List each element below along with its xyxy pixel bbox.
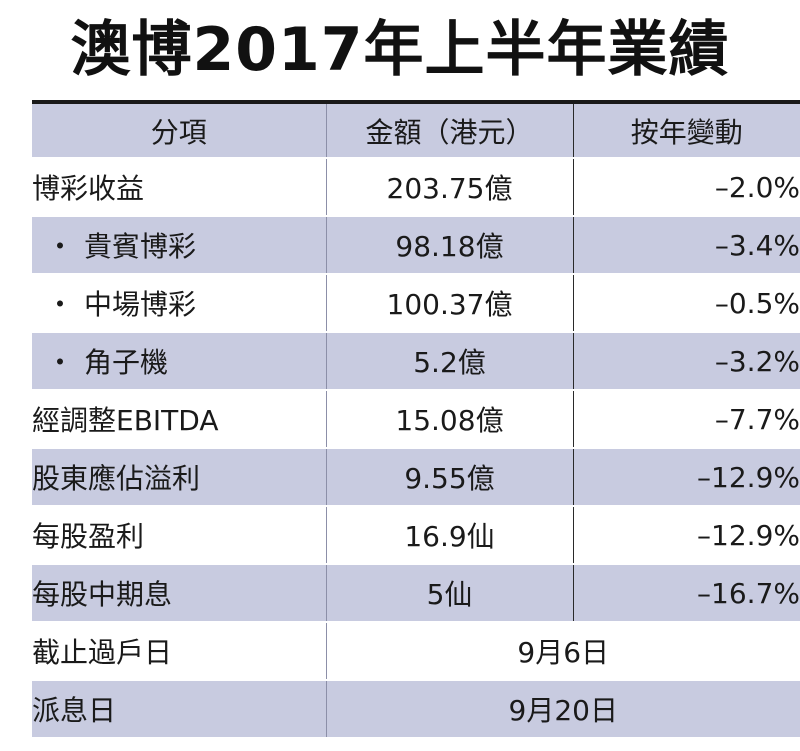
row-amount: 98.18億 (326, 216, 574, 275)
table-row: 股東應佔溢利 9.55億 –12.9% (32, 448, 800, 507)
row-label-text: 角子機 (84, 346, 169, 379)
row-change: –7.7% (573, 390, 800, 449)
row-label: 股東應佔溢利 (32, 448, 327, 507)
bullet-mark: ・ (46, 230, 75, 263)
bullet-mark: ・ (46, 288, 75, 321)
date-label: 截止過戶日 (32, 622, 327, 681)
row-label-text: 經調整EBITDA (32, 404, 219, 437)
row-label: ・中場博彩 (32, 274, 327, 333)
header-change: 按年變動 (573, 104, 800, 159)
table-row: 經調整EBITDA 15.08億 –7.7% (32, 390, 800, 449)
row-change: –3.4% (573, 216, 800, 275)
row-amount: 9.55億 (326, 448, 574, 507)
row-label-text: 中場博彩 (84, 288, 197, 321)
date-value: 9月6日 (326, 622, 800, 681)
row-change: –2.0% (573, 158, 800, 217)
date-value: 9月20日 (326, 680, 800, 739)
row-amount: 5仙 (326, 564, 574, 623)
row-change: –0.5% (573, 274, 800, 333)
row-change: –12.9% (573, 448, 800, 507)
table-row: ・角子機 5.2億 –3.2% (32, 332, 800, 391)
results-table: 分項 金額（港元） 按年變動 博彩收益 203.75億 –2.0% ・貴賓博彩 98.1… (32, 104, 800, 739)
row-label-text: 股東應佔溢利 (32, 462, 201, 495)
row-amount: 15.08億 (326, 390, 574, 449)
date-row: 截止過戶日 9月6日 (32, 622, 800, 681)
table-row: ・中場博彩 100.37億 –0.5% (32, 274, 800, 333)
row-label: ・貴賓博彩 (32, 216, 327, 275)
row-label: 博彩收益 (32, 158, 327, 217)
row-label: ・角子機 (32, 332, 327, 391)
row-amount: 203.75億 (326, 158, 574, 217)
table-row: ・貴賓博彩 98.18億 –3.4% (32, 216, 800, 275)
bullet-mark: ・ (46, 346, 75, 379)
row-label-text: 貴賓博彩 (84, 230, 197, 263)
table-row: 每股盈利 16.9仙 –12.9% (32, 506, 800, 565)
row-amount: 16.9仙 (326, 506, 574, 565)
row-label: 每股盈利 (32, 506, 327, 565)
row-change: –3.2% (573, 332, 800, 391)
row-label-text: 博彩收益 (32, 172, 145, 205)
table-row: 博彩收益 203.75億 –2.0% (32, 158, 800, 217)
header-amount: 金額（港元） (326, 104, 574, 159)
row-label: 每股中期息 (32, 564, 327, 623)
row-amount: 100.37億 (326, 274, 574, 333)
row-change: –12.9% (573, 506, 800, 565)
row-label-text: 每股盈利 (32, 520, 145, 553)
row-label-text: 每股中期息 (32, 578, 173, 611)
page-title: 澳博2017年上半年業績 (70, 15, 730, 85)
row-amount: 5.2億 (326, 332, 574, 391)
table-row: 每股中期息 5仙 –16.7% (32, 564, 800, 623)
header-row: 分項 金額（港元） 按年變動 (32, 104, 800, 159)
title-rule (32, 100, 800, 104)
row-change: –16.7% (573, 564, 800, 623)
row-label: 經調整EBITDA (32, 390, 327, 449)
header-item: 分項 (32, 104, 327, 159)
date-label: 派息日 (32, 680, 327, 739)
date-row: 派息日 9月20日 (32, 680, 800, 739)
